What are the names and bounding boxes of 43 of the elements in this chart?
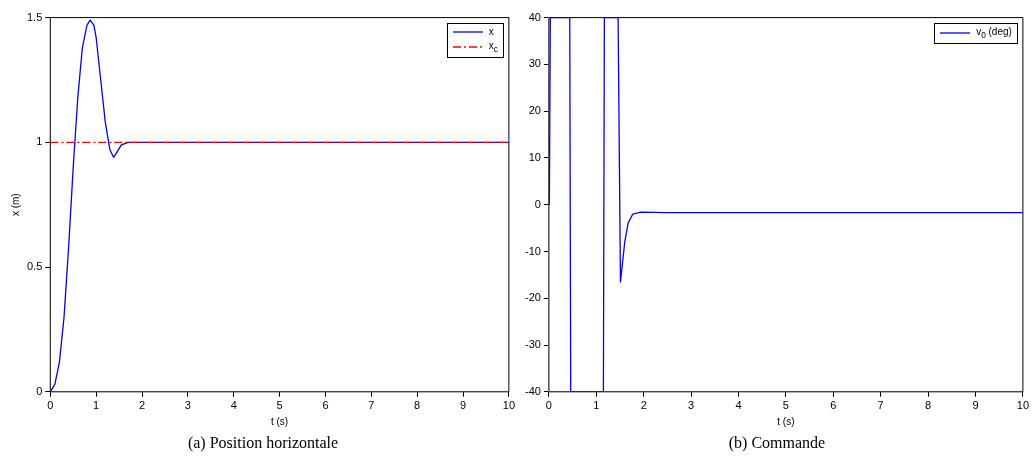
- y-tick-label: -30: [524, 338, 541, 351]
- y-tick-label: 0: [534, 197, 541, 210]
- x-tick-label: 0: [47, 399, 54, 412]
- y-tick-label: 1: [36, 135, 43, 148]
- x-tick-label: 10: [1016, 399, 1030, 412]
- y-tick-label: 20: [528, 104, 541, 117]
- y-tick-label: -10: [524, 244, 541, 257]
- y-tick-label: 0: [36, 384, 43, 397]
- y-tick-label: 1.5: [26, 10, 43, 23]
- x-tick-label: 1: [593, 399, 600, 412]
- x-tick-label: 10: [502, 399, 516, 412]
- y-tick-label: 30: [528, 57, 541, 70]
- x-tick-label: 9: [459, 399, 467, 412]
- x-tick-label: 7: [877, 399, 884, 412]
- x-tick-label: 2: [640, 399, 647, 412]
- y-axis-title: x (m): [9, 193, 21, 217]
- x-tick-label: 4: [230, 399, 237, 412]
- y-tick-label: -20: [524, 291, 541, 304]
- x-axis-title: t (s): [270, 415, 289, 427]
- x-tick-label: 2: [138, 399, 146, 412]
- x-tick-label: 6: [830, 399, 837, 412]
- x-tick-label: 3: [688, 399, 695, 412]
- legend-label: x: [488, 24, 494, 39]
- x-tick-label: 0: [545, 399, 552, 412]
- legend-label: x$_{c}$: [488, 38, 498, 56]
- x-tick-label: 1: [93, 399, 100, 412]
- x-tick-label: 8: [414, 399, 421, 412]
- x-tick-label: 5: [782, 399, 789, 412]
- x-tick-label: 8: [925, 399, 932, 412]
- legend-label: v$_{0}$ (deg): [976, 24, 1012, 42]
- x-axis-title: t (s): [777, 415, 795, 427]
- x-tick-label: 9: [972, 399, 979, 412]
- text: (b) Commande: [727, 434, 827, 452]
- x-tick-label: 7: [368, 399, 375, 412]
- y-tick-label: -40: [524, 384, 541, 397]
- x-tick-label: 5: [276, 399, 283, 412]
- text: (a) Position horizontale: [186, 434, 340, 452]
- y-tick-label: 0.5: [26, 260, 43, 273]
- x-tick-label: 6: [322, 399, 329, 412]
- x-tick-label: 3: [184, 399, 191, 412]
- y-tick-label: 40: [528, 10, 541, 23]
- y-tick-label: 10: [528, 150, 541, 163]
- x-tick-label: 4: [735, 399, 742, 412]
